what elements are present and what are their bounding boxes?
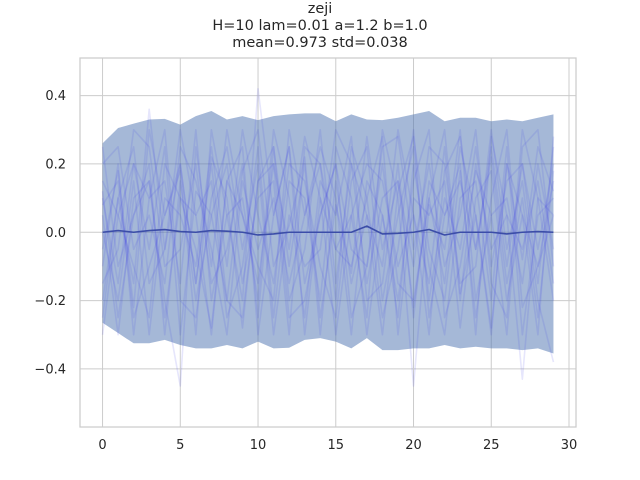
chart-title-line-3: mean=0.973 std=0.038 bbox=[232, 35, 408, 51]
y-tick-label: 0.2 bbox=[45, 157, 66, 172]
chart-title-line-1: zeji bbox=[307, 1, 333, 17]
trace-line bbox=[101, 128, 555, 336]
x-tick-label: 15 bbox=[328, 438, 345, 453]
y-tick-label: −0.2 bbox=[34, 294, 66, 309]
trace-line bbox=[101, 128, 555, 363]
y-tick-label: −0.4 bbox=[34, 362, 66, 377]
mean-line-group bbox=[102, 225, 554, 236]
x-tick-label: 5 bbox=[176, 438, 184, 453]
plot-frame bbox=[79, 57, 577, 428]
trace-line bbox=[101, 108, 555, 336]
x-tick-label: 25 bbox=[483, 438, 500, 453]
mean-line bbox=[102, 225, 554, 236]
x-tick-label: 30 bbox=[561, 438, 578, 453]
trace-line bbox=[101, 87, 555, 387]
trace-line bbox=[101, 128, 555, 336]
trace-line bbox=[101, 135, 555, 336]
trace-line bbox=[101, 128, 555, 336]
trace-line bbox=[101, 146, 555, 336]
x-tick-label: 0 bbox=[98, 438, 106, 453]
y-tick-label: 0.0 bbox=[45, 226, 66, 241]
x-axis-ticks: 0 5 10 15 20 25 30 bbox=[98, 438, 577, 453]
trace-line bbox=[101, 128, 555, 336]
trace-line bbox=[101, 128, 555, 336]
chart-title-line-2: H=10 lam=0.01 a=1.2 b=1.0 bbox=[212, 18, 428, 34]
trace-line bbox=[101, 128, 555, 380]
y-axis-ticks: −0.4 −0.2 0.0 0.2 0.4 bbox=[34, 89, 66, 377]
trace-line bbox=[101, 128, 555, 336]
trace-line bbox=[101, 128, 555, 387]
x-tick-label: 20 bbox=[405, 438, 422, 453]
trace-lines bbox=[101, 87, 555, 387]
x-tick-label: 10 bbox=[250, 438, 267, 453]
chart-title: zeji H=10 lam=0.01 a=1.2 b=1.0 mean=0.97… bbox=[0, 0, 640, 52]
y-tick-label: 0.4 bbox=[45, 89, 66, 104]
